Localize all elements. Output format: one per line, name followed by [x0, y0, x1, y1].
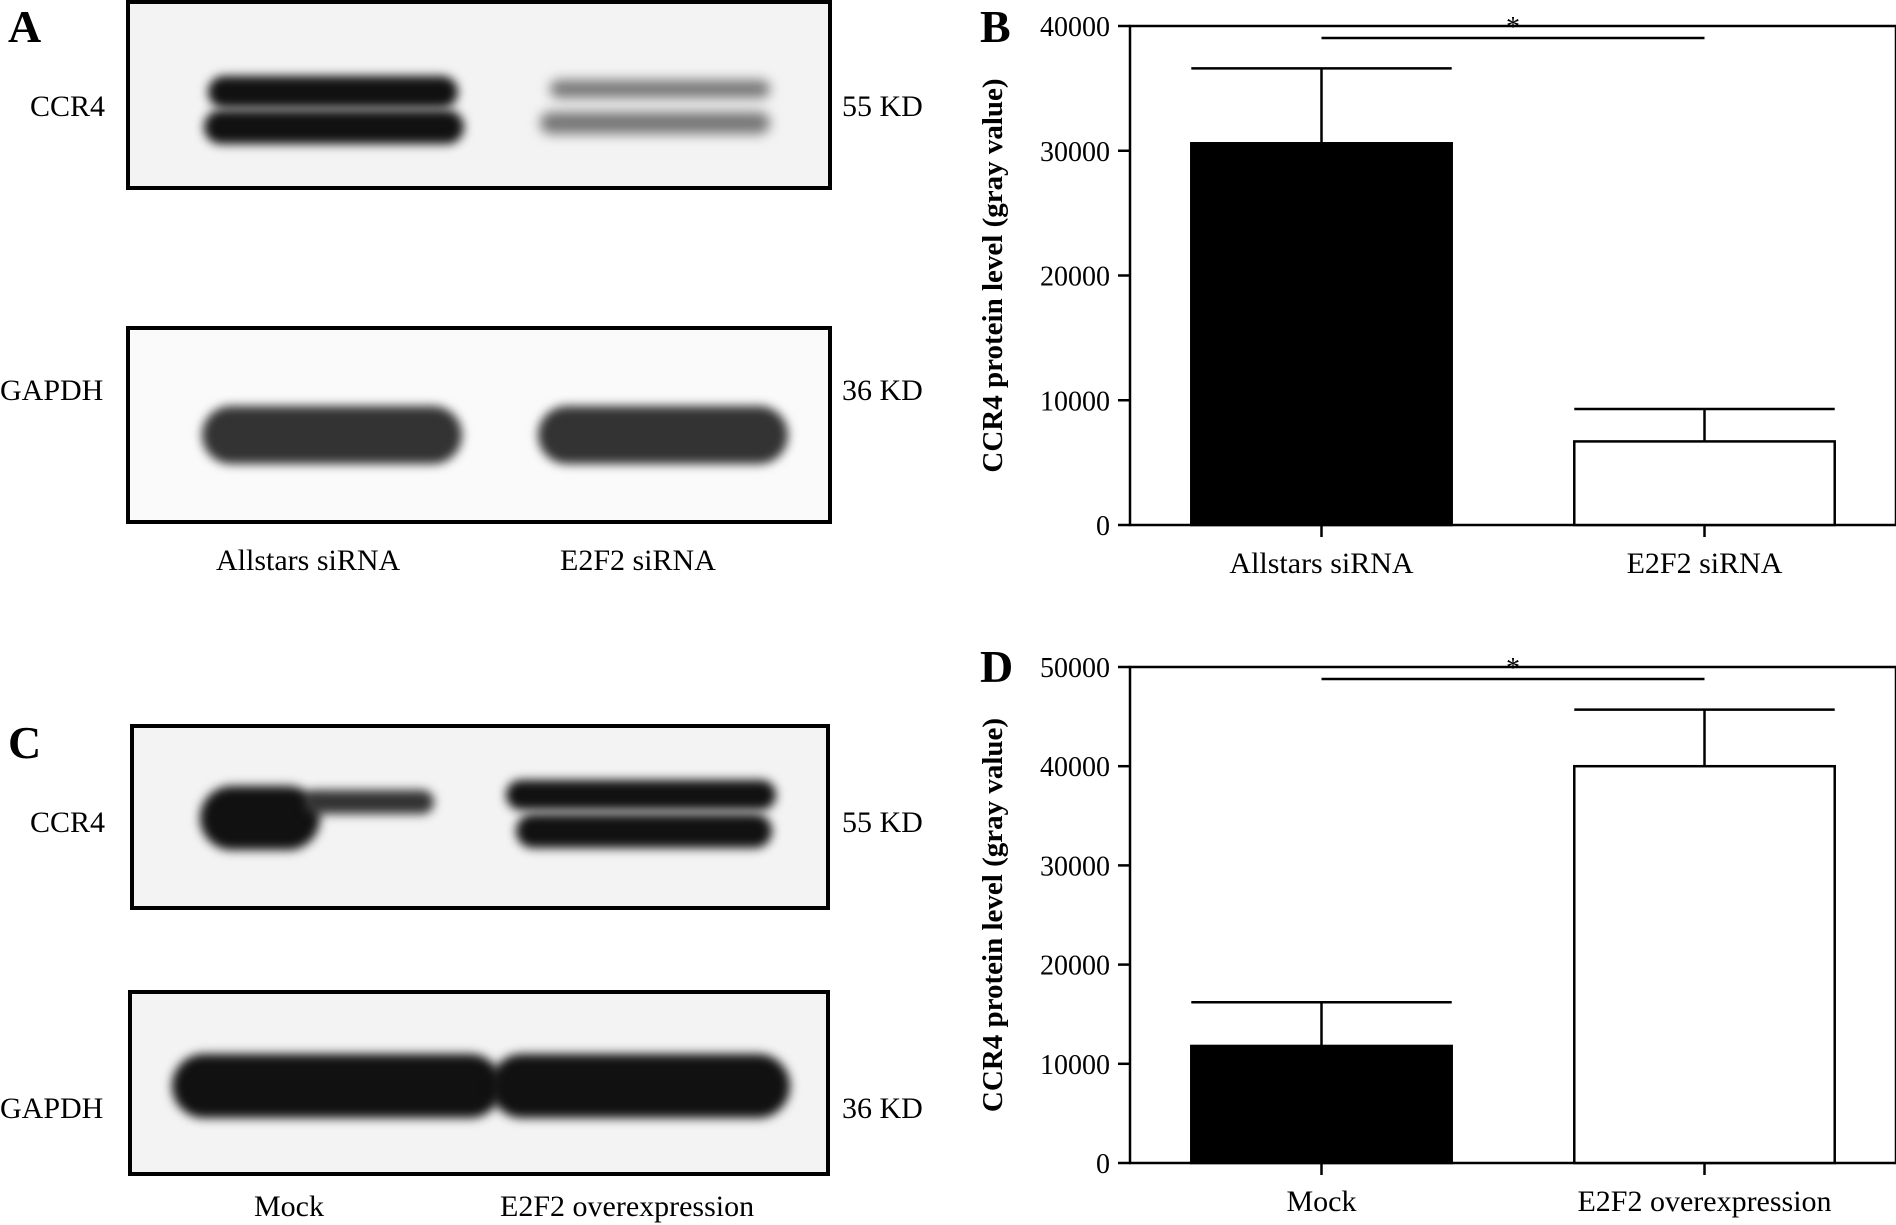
- y-tick-label: 0: [1096, 511, 1110, 542]
- lane-label: E2F2 siRNA: [560, 544, 716, 577]
- band: [304, 790, 434, 814]
- band: [208, 76, 458, 108]
- band: [538, 406, 788, 464]
- band: [200, 786, 320, 850]
- bar-chart-b: 0 10000 20000 30000 40000 CCR4 protein level …: [980, 12, 1896, 580]
- bar: [1573, 440, 1836, 527]
- x-tick-label: Mock: [1287, 1185, 1357, 1218]
- band: [516, 814, 772, 848]
- y-axis-label: CCR4 protein level (gray value): [980, 718, 1009, 1112]
- y-tick-label: 10000: [1040, 1050, 1110, 1081]
- plot-frame: [1128, 665, 1896, 1165]
- band: [172, 1054, 502, 1118]
- blot-a-bottom-size: 36 KD: [842, 374, 923, 407]
- panel-letter-b: B: [980, 1, 1011, 52]
- band: [204, 110, 464, 144]
- bar-chart-d: 0 10000 20000 30000 40000 50000 CCR4 protein l…: [980, 653, 1896, 1218]
- blot-c-top-size: 55 KD: [842, 806, 923, 839]
- lane-label: Allstars siRNA: [216, 544, 401, 577]
- lane-label: Mock: [254, 1190, 324, 1223]
- y-tick-label: 30000: [1040, 137, 1110, 168]
- y-tick-label: 10000: [1040, 386, 1110, 417]
- blot-c-top-label: CCR4: [30, 806, 106, 839]
- bar: [1573, 764, 1836, 1165]
- band: [550, 80, 770, 98]
- panel-letter-c: C: [8, 717, 42, 768]
- panel-letter-d: D: [980, 641, 1014, 692]
- band: [506, 780, 776, 810]
- blot-c-ccr4: [130, 724, 830, 910]
- panel-letter-a: A: [8, 1, 42, 52]
- band: [540, 112, 770, 134]
- y-tick-label: 40000: [1040, 752, 1110, 783]
- blot-a-ccr4: [126, 0, 832, 190]
- blot-c-bottom-size: 36 KD: [842, 1092, 923, 1125]
- y-tick-label: 30000: [1040, 851, 1110, 882]
- bar: [1190, 1044, 1453, 1165]
- y-tick-label: 50000: [1040, 653, 1110, 684]
- blot-c-gapdh: [128, 990, 830, 1176]
- blot-a-top-label: CCR4: [30, 90, 106, 123]
- blot-a-gapdh: [126, 326, 832, 524]
- y-tick-label: 20000: [1040, 262, 1110, 293]
- x-tick-label: E2F2 siRNA: [1627, 547, 1783, 580]
- y-axis-label: CCR4 protein level (gray value): [980, 78, 1009, 472]
- y-tick-label: 20000: [1040, 951, 1110, 982]
- band: [490, 1054, 790, 1118]
- y-tick-label: 0: [1096, 1149, 1110, 1180]
- x-tick-label: Allstars siRNA: [1229, 547, 1414, 580]
- x-tick-label: E2F2 overexpression: [1577, 1185, 1831, 1218]
- significance-marker: *: [1506, 12, 1520, 43]
- blot-a-bottom-label: GAPDH: [0, 374, 104, 407]
- blot-a-top-size: 55 KD: [842, 90, 923, 123]
- bar: [1190, 142, 1453, 527]
- significance-marker: *: [1506, 653, 1520, 684]
- band: [202, 406, 462, 464]
- lane-label: E2F2 overexpression: [500, 1190, 755, 1223]
- blot-c-bottom-label: GAPDH: [0, 1092, 104, 1125]
- y-tick-label: 40000: [1040, 12, 1110, 43]
